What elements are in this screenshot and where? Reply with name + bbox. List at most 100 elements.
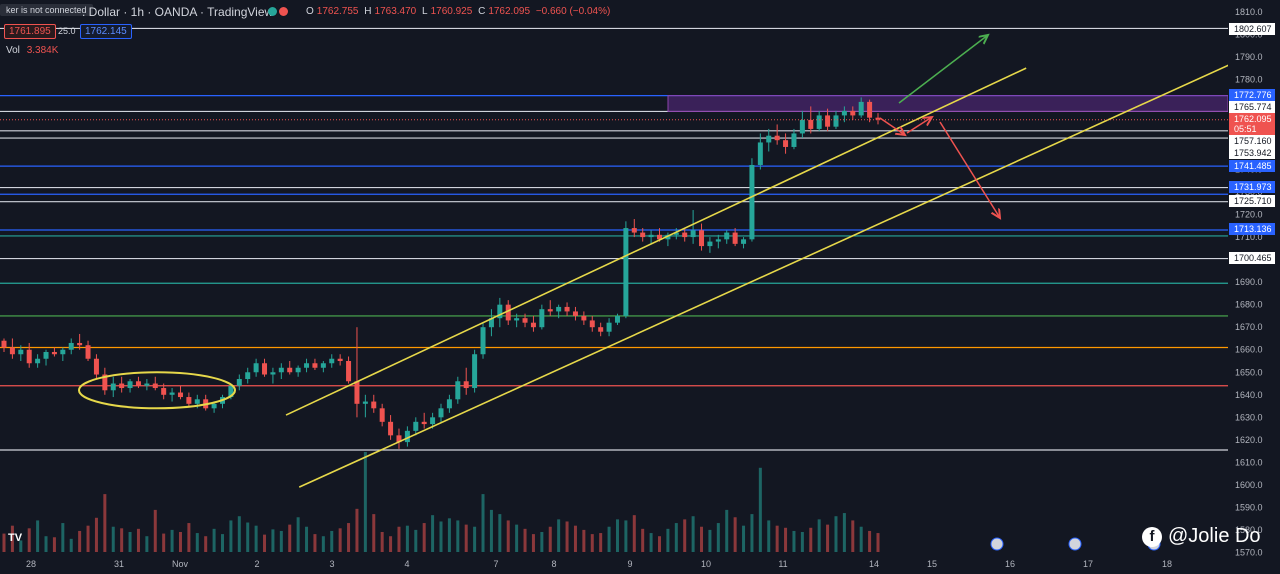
volume-bar [632, 515, 636, 552]
buy-button[interactable]: 1762.145 [80, 24, 132, 39]
candle-body [530, 322, 536, 328]
price-level-label: 1741.485 [1234, 161, 1272, 171]
price-level-label: 1731.973 [1234, 182, 1272, 192]
volume-bar [120, 528, 124, 552]
volume-bar [86, 525, 90, 552]
candle-body [488, 318, 494, 328]
volume-bar [338, 528, 342, 552]
volume-bar [136, 528, 140, 552]
volume-bar [414, 529, 418, 552]
candle-body [396, 435, 402, 443]
watermark-text: @Jolie Do [1168, 525, 1261, 547]
volume-bar [481, 494, 485, 552]
candle-body [480, 327, 486, 355]
candle-body [514, 318, 520, 321]
volume-bar [607, 526, 611, 552]
y-tick-label: 1590.0 [1235, 502, 1263, 512]
x-tick-label: Nov [172, 559, 189, 569]
x-tick-label: 15 [927, 559, 937, 569]
volume-bar [615, 519, 619, 552]
volume-bar [162, 533, 166, 552]
volume-bar [876, 533, 880, 552]
candle-body [421, 421, 427, 425]
volume-bar [94, 517, 98, 552]
volume-bar [347, 523, 351, 552]
volume-bar [716, 523, 720, 552]
candle-body [446, 399, 452, 409]
volume-bar [431, 515, 435, 552]
volume-bar [742, 525, 746, 552]
x-tick-label: 3 [329, 559, 334, 569]
volume-bar [288, 524, 292, 552]
volume-bar [397, 526, 401, 552]
symbol-title[interactable]: . Dollar · 1h · OANDA · TradingView [82, 5, 274, 19]
volume-bar [263, 534, 267, 552]
volume-bar [2, 533, 6, 552]
sell-button[interactable]: 1761.895 [4, 24, 56, 39]
candle-body [35, 358, 41, 364]
volume-bar [313, 534, 317, 552]
volume-bar [658, 536, 661, 552]
projection-arrow [879, 117, 905, 135]
y-tick-label: 1660.0 [1235, 345, 1263, 355]
volume-bar [36, 520, 40, 552]
channel-lower-line [298, 40, 1280, 488]
candle-body [211, 403, 217, 409]
us-event-flag-icon [990, 537, 1004, 551]
candle-body [825, 115, 831, 127]
volume-bar [145, 536, 149, 552]
volume-bar [834, 516, 838, 552]
candle-body [472, 354, 478, 389]
candle-body [715, 239, 721, 242]
candle-body [699, 230, 705, 247]
volume-bar [700, 526, 704, 552]
price-level-tag [1229, 160, 1275, 172]
watermark: f @Jolie Do [1142, 525, 1261, 548]
broker-status-badge[interactable]: ker is not connected [0, 4, 93, 16]
y-tick-label: 1610.0 [1235, 457, 1263, 467]
volume-bar [523, 528, 527, 552]
volume-bar [355, 508, 359, 552]
price-level-label: 1753.942 [1234, 148, 1272, 158]
price-level-tag [1229, 223, 1275, 235]
volume-bar [515, 524, 519, 552]
candle-body [799, 119, 805, 134]
candle-body [152, 383, 158, 389]
candle-body [85, 345, 91, 359]
y-tick-label: 1690.0 [1235, 277, 1263, 287]
candle-body [60, 349, 66, 355]
projection-arrow [898, 35, 988, 104]
close-value: 1762.095 [488, 6, 531, 17]
volume-bar [372, 514, 376, 552]
candle-body [833, 115, 839, 127]
candle-body [724, 232, 730, 240]
market-open-icon [268, 7, 277, 16]
candle-body [547, 309, 553, 312]
y-tick-label: 1790.0 [1235, 52, 1263, 62]
price-level-tag [1229, 89, 1275, 101]
volume-bar [683, 519, 687, 552]
price-level-tag [1229, 23, 1275, 35]
x-tick-label: 18 [1162, 559, 1172, 569]
candle-body [236, 379, 242, 386]
candle-body [278, 367, 284, 373]
volume-value: 3.384K [26, 45, 59, 56]
volume-bar [464, 524, 468, 552]
volume-bar [817, 519, 821, 552]
volume-bar [750, 514, 754, 552]
candle-body [135, 381, 141, 386]
candle-body [68, 342, 74, 350]
y-tick-label: 1600.0 [1235, 480, 1263, 490]
candle-body [463, 381, 469, 389]
change-value: −0.660 (−0.04%) [535, 6, 611, 17]
volume-bar [305, 526, 309, 552]
volume-bar [246, 522, 250, 552]
price-level-label: 1725.710 [1234, 196, 1272, 206]
market-status-dots[interactable] [268, 6, 290, 18]
spread-value: 25.0 [58, 26, 76, 36]
volume-bar [851, 520, 855, 552]
volume-bar [826, 524, 830, 552]
volume-bar [733, 517, 737, 552]
candle-body [766, 135, 772, 143]
